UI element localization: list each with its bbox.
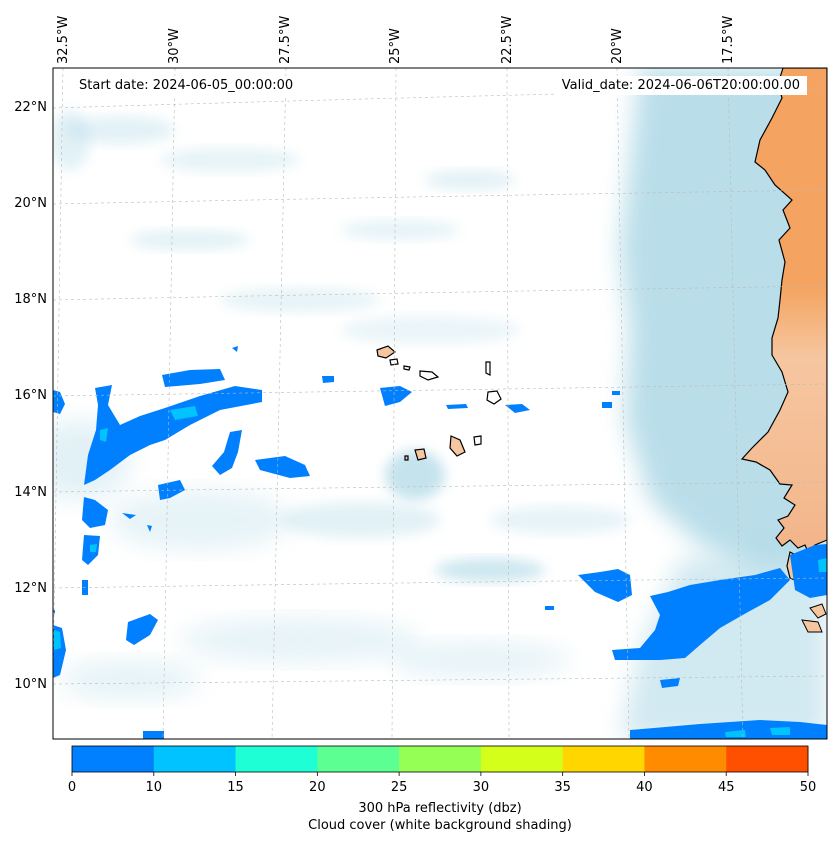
colorbar-tick-label: 25 (391, 780, 408, 795)
reflectivity-contours (53, 346, 827, 739)
lat-label: 14°N (14, 485, 47, 500)
colorbar-swatch (726, 746, 809, 772)
colorbar-swatch (235, 746, 318, 772)
africa-landmass (740, 68, 827, 554)
colorbar-swatch (480, 746, 564, 772)
colorbar-swatch (562, 746, 645, 772)
lon-label: 30°W (167, 28, 182, 64)
colorbar-tick-label: 20 (309, 780, 326, 795)
lon-label: 32.5°W (56, 16, 71, 64)
longitude-labels: 32.5°W 30°W 27.5°W 25°W 22.5°W 20°W 17.5… (56, 16, 736, 64)
graticule (53, 68, 827, 739)
colorbar-swatch (399, 746, 482, 772)
lon-label: 22.5°W (500, 16, 515, 64)
start-date-label: Start date: 2024-06-05_00:00:00 (72, 76, 301, 95)
bissagos-islands (801, 603, 827, 633)
reflectivity-contours-high (54, 406, 827, 737)
colorbar-tick-label: 0 (68, 780, 76, 795)
lon-label: 27.5°W (278, 16, 293, 64)
colorbar-label: 300 hPa reflectivity (dbz) (358, 801, 522, 816)
colorbar-tick-label: 45 (718, 780, 735, 795)
colorbar-tick-label: 15 (227, 780, 244, 795)
lat-label: 22°N (14, 100, 47, 115)
lon-label: 25°W (388, 28, 403, 64)
colorbar-swatch (317, 746, 400, 772)
colorbar-swatch (153, 746, 237, 772)
colorbar-tick-label: 50 (800, 780, 817, 795)
colorbar-tick-label: 30 (473, 780, 490, 795)
lat-label: 18°N (14, 292, 47, 307)
lat-label: 10°N (14, 677, 47, 692)
colorbar-tick-label: 40 (636, 780, 653, 795)
colorbar-frame (71, 745, 809, 773)
colorbar-tick-label: 35 (554, 780, 571, 795)
colorbar-swatch (644, 746, 727, 772)
colorbar: 0 10 15 20 25 30 35 40 45 50 (68, 745, 817, 795)
lat-label: 16°N (14, 388, 47, 403)
colorbar-tick-label: 10 (146, 780, 163, 795)
lon-label: 20°W (610, 28, 625, 64)
lat-label: 20°N (14, 196, 47, 211)
colorbar-swatch (72, 746, 155, 772)
cape-verde-islands (376, 345, 502, 461)
colorbar-sublabel: Cloud cover (white background shading) (308, 818, 572, 833)
map-frame (52, 67, 828, 740)
valid-date-label: Valid_date: 2024-06-06T20:00:00.00 (554, 76, 807, 95)
lon-label: 17.5°W (721, 16, 736, 64)
lat-label: 12°N (14, 581, 47, 596)
latitude-labels: 22°N 20°N 18°N 16°N 14°N 12°N 10°N (14, 100, 47, 692)
